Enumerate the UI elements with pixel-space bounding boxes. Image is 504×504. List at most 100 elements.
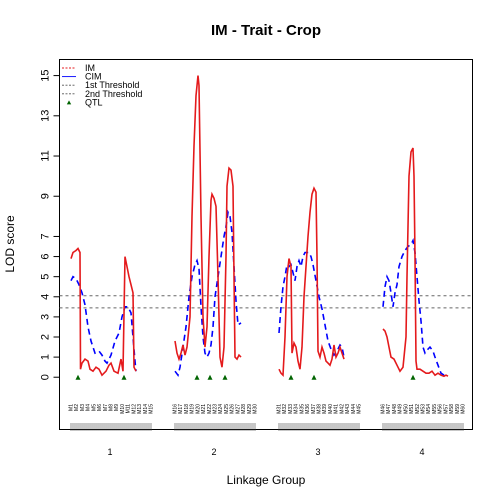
- marker-label: M48: [392, 404, 398, 414]
- legend-label: QTL: [85, 97, 103, 107]
- marker-label: M5: [91, 404, 97, 411]
- marker-label: M49: [398, 404, 404, 414]
- qtl-triangle: [311, 374, 317, 380]
- y-tick-label: 9: [39, 193, 51, 199]
- marker-label: M57: [443, 404, 449, 414]
- marker-label: M41: [334, 404, 340, 414]
- group-label: 2: [211, 447, 216, 457]
- marker-label: M58: [449, 404, 455, 414]
- qtl-triangle: [121, 374, 127, 380]
- marker-label: M22: [207, 404, 213, 414]
- y-tick-label: 3: [39, 314, 51, 320]
- cim-line: [70, 275, 137, 372]
- im-line: [382, 147, 449, 378]
- marker-label: M33: [288, 404, 294, 414]
- marker-label: M32: [282, 404, 288, 414]
- marker-label: M26: [230, 404, 236, 414]
- marker-label: M23: [213, 404, 219, 414]
- marker-label: M13: [137, 404, 143, 414]
- x-axis-label: Linkage Group: [227, 473, 306, 487]
- marker-label: M18: [184, 404, 190, 414]
- marker-label: M15: [149, 404, 155, 414]
- marker-label: M35: [299, 404, 305, 414]
- marker-label: M25: [224, 404, 230, 414]
- y-tick-label: 15: [39, 69, 51, 81]
- im-line: [174, 75, 242, 368]
- im-line: [278, 186, 345, 378]
- marker-label: M10: [120, 404, 126, 414]
- marker-label: M6: [97, 404, 103, 411]
- group-label: 1: [107, 447, 112, 457]
- marker-label: M11: [126, 404, 132, 414]
- x-axis: 1 2 3 4: [107, 447, 424, 457]
- marker-label: M60: [461, 404, 467, 414]
- marker-label: M29: [247, 404, 253, 414]
- qtl-triangle: [288, 374, 294, 380]
- marker-label: M56: [438, 404, 444, 414]
- group-label: 4: [419, 447, 424, 457]
- marker-label: M52: [415, 404, 421, 414]
- marker-label: M8: [109, 404, 115, 411]
- marker-label: M7: [103, 404, 109, 411]
- y-tick-label: 13: [39, 110, 51, 122]
- marker-label: M54: [426, 404, 432, 414]
- legend-label: CIM: [85, 72, 102, 82]
- y-tick-label: 2: [39, 334, 51, 340]
- marker-label: M40: [328, 404, 334, 414]
- marker-label: M37: [311, 404, 317, 414]
- plot-frame: [59, 59, 473, 430]
- marker-label: M16: [173, 404, 179, 414]
- marker-label: M30: [253, 404, 259, 414]
- qtl-triangle: [207, 374, 213, 380]
- cim-line: [278, 251, 345, 358]
- y-tick-label: 1: [39, 354, 51, 360]
- marker-label: M14: [143, 404, 149, 414]
- marker-ticks: M1 M2 M3 M4 M5 M6 M7 M8 M9 M10 M11 M12 M13 M14 M15 M16 M…: [69, 404, 467, 431]
- y-tick-label: 6: [39, 254, 51, 260]
- marker-label: M55: [432, 404, 438, 414]
- marker-label: M17: [178, 404, 184, 414]
- marker-label: M38: [317, 404, 323, 414]
- marker-label: M24: [218, 404, 224, 414]
- y-axis: 0 1 2 3 4 5 6 7 9 11 13 15: [39, 69, 60, 380]
- marker-label: M59: [455, 404, 461, 414]
- marker-label: M44: [351, 404, 357, 414]
- marker-label: M9: [114, 404, 120, 411]
- qtl-triangle: [194, 374, 200, 380]
- marker-label: M20: [195, 404, 201, 414]
- group-label: 3: [315, 447, 320, 457]
- marker-label: M21: [201, 404, 207, 414]
- marker-label: M47: [386, 404, 392, 414]
- legend-label: IM: [85, 63, 95, 73]
- threshold-lines: [59, 295, 473, 309]
- chart-title: IM - Trait - Crop: [211, 22, 321, 39]
- y-tick-label: 5: [39, 274, 51, 280]
- marker-label: M43: [345, 404, 351, 414]
- marker-label: M34: [294, 404, 300, 414]
- marker-label: M19: [190, 404, 196, 414]
- y-tick-label: 0: [39, 374, 51, 380]
- cim-line: [382, 237, 448, 377]
- y-tick-label: 11: [39, 150, 51, 161]
- legend-label: 1st Threshold: [85, 80, 139, 90]
- qtl-triangle: [222, 374, 228, 380]
- im-line: [70, 247, 137, 377]
- marker-label: M50: [403, 404, 409, 414]
- marker-label: M53: [421, 404, 427, 414]
- marker-label: M36: [305, 404, 311, 414]
- marker-label: M27: [235, 404, 241, 414]
- marker-label: M31: [277, 404, 283, 414]
- qtl-triangle: [410, 374, 416, 380]
- cim-line: [174, 209, 242, 378]
- legend-qtl-symbol: [66, 100, 72, 105]
- qtl-triangle: [75, 374, 81, 380]
- marker-label: M1: [69, 404, 75, 411]
- marker-label: M28: [241, 404, 247, 414]
- y-tick-label: 7: [39, 233, 51, 239]
- marker-label: M46: [381, 404, 387, 414]
- lod-series: [70, 75, 449, 380]
- marker-label: M51: [409, 404, 415, 414]
- marker-label: M3: [80, 404, 86, 411]
